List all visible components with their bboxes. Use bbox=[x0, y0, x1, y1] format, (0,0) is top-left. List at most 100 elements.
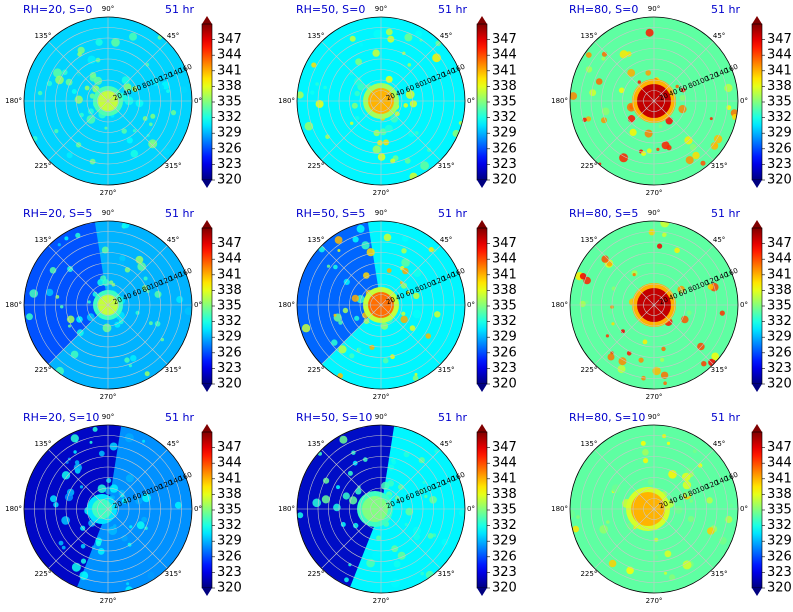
band-blob bbox=[130, 149, 139, 158]
band-blob bbox=[585, 300, 589, 304]
azimuth-spoke bbox=[594, 41, 655, 102]
band-blob bbox=[619, 50, 628, 59]
colorbar-tick-label: 323 bbox=[767, 565, 792, 580]
band-blob bbox=[674, 247, 680, 254]
band-blob bbox=[359, 42, 364, 47]
band-blob bbox=[352, 236, 359, 243]
band-blob bbox=[130, 355, 137, 362]
band-blob bbox=[76, 341, 81, 346]
azimuth-spoke bbox=[380, 449, 441, 510]
colorbar-tick-label: 338 bbox=[217, 79, 242, 94]
band-blob bbox=[84, 85, 90, 91]
band-blob bbox=[376, 535, 382, 541]
band-blob bbox=[45, 288, 54, 297]
band-blob bbox=[102, 279, 110, 287]
band-blob bbox=[728, 503, 734, 508]
band-blob bbox=[124, 357, 130, 363]
band-blob bbox=[297, 91, 304, 99]
band-blob bbox=[62, 69, 68, 76]
band-blob bbox=[342, 492, 350, 500]
band-blob bbox=[626, 522, 634, 530]
radial-tick-label: 40 bbox=[395, 496, 406, 507]
colorbar-tick-label: 344 bbox=[767, 48, 792, 63]
panel-time-label: 51 hr bbox=[438, 411, 467, 424]
radial-tick-label: 40 bbox=[668, 496, 679, 507]
panel-time-label: 51 hr bbox=[711, 411, 740, 424]
band-blob bbox=[349, 353, 355, 359]
band-blob bbox=[710, 142, 719, 150]
band-blob bbox=[61, 545, 66, 550]
azimuth-tick-label: 45° bbox=[167, 440, 179, 448]
band-blob bbox=[660, 357, 665, 362]
band-blob bbox=[73, 450, 77, 454]
band-blob bbox=[126, 137, 133, 144]
colorbar-tick-label: 344 bbox=[492, 252, 517, 267]
azimuth-tick-label: 225° bbox=[34, 570, 51, 578]
azimuth-tick-label: 135° bbox=[34, 32, 51, 40]
band-blob bbox=[707, 527, 715, 535]
azimuth-tick-label: 315° bbox=[165, 366, 182, 374]
band-blob bbox=[89, 158, 96, 165]
band-blob bbox=[372, 551, 381, 560]
polar-panel: 204060801001201401600°45°90°135°180°225°… bbox=[278, 3, 475, 197]
colorbar-tick-label: 323 bbox=[217, 565, 242, 580]
colorbar-tick-label: 323 bbox=[492, 361, 517, 376]
band-blob bbox=[86, 115, 96, 124]
band-blob bbox=[382, 357, 389, 364]
azimuth-tick-label: 45° bbox=[440, 440, 452, 448]
band-blob bbox=[661, 232, 667, 238]
band-blob bbox=[37, 90, 43, 96]
polar-panel: 204060801001201401600°45°90°135°180°225°… bbox=[278, 207, 475, 401]
band-blob bbox=[166, 89, 170, 93]
band-blob bbox=[585, 66, 593, 73]
azimuth-tick-label: 180° bbox=[278, 505, 295, 513]
band-blob bbox=[79, 571, 89, 581]
band-blob bbox=[579, 300, 586, 308]
azimuth-tick-label: 180° bbox=[278, 301, 295, 309]
azimuth-tick-label: 270° bbox=[646, 393, 663, 401]
band-blob bbox=[657, 243, 663, 249]
band-blob bbox=[98, 450, 105, 457]
band-blob bbox=[142, 116, 148, 121]
band-blob bbox=[684, 490, 691, 497]
band-blob bbox=[54, 129, 59, 134]
band-blob bbox=[366, 558, 375, 568]
azimuth-tick-label: 90° bbox=[102, 5, 114, 13]
colorbar-tick-label: 347 bbox=[767, 440, 792, 455]
band-blob bbox=[174, 501, 182, 509]
band-blob bbox=[608, 559, 617, 568]
band-blob bbox=[348, 563, 352, 567]
band-blob bbox=[418, 457, 425, 464]
band-blob bbox=[606, 520, 610, 524]
colorbar-tick-label: 341 bbox=[217, 471, 242, 486]
colorbar-tick-label: 344 bbox=[217, 456, 242, 471]
azimuth-tick-label: 135° bbox=[580, 440, 597, 448]
band-blob bbox=[585, 116, 592, 122]
azimuth-spoke bbox=[594, 508, 655, 569]
band-blob bbox=[403, 103, 409, 108]
band-blob bbox=[340, 522, 346, 527]
band-blob bbox=[404, 157, 411, 164]
band-blob bbox=[129, 32, 137, 41]
radial-tick-label: 80 bbox=[414, 79, 425, 90]
band-blob bbox=[349, 72, 354, 76]
azimuth-spoke bbox=[594, 304, 655, 365]
band-blob bbox=[71, 562, 81, 572]
band-blob bbox=[50, 495, 57, 503]
azimuth-spoke bbox=[380, 100, 441, 161]
colorbar-tick-label: 320 bbox=[767, 581, 792, 596]
band-blob bbox=[641, 375, 646, 381]
band-blob bbox=[87, 108, 94, 115]
colorbar-tick-label: 344 bbox=[492, 48, 517, 63]
polar-frame bbox=[296, 16, 466, 186]
colorbar-tick-label: 326 bbox=[217, 345, 242, 360]
band-blob bbox=[142, 285, 148, 291]
band-blob bbox=[637, 80, 641, 84]
band-blob bbox=[312, 498, 322, 508]
colorbar-extend-top bbox=[202, 16, 212, 24]
azimuth-tick-label: 270° bbox=[100, 597, 117, 605]
band-blob bbox=[149, 321, 153, 326]
band-blob bbox=[638, 357, 644, 363]
band-blob bbox=[141, 516, 147, 523]
